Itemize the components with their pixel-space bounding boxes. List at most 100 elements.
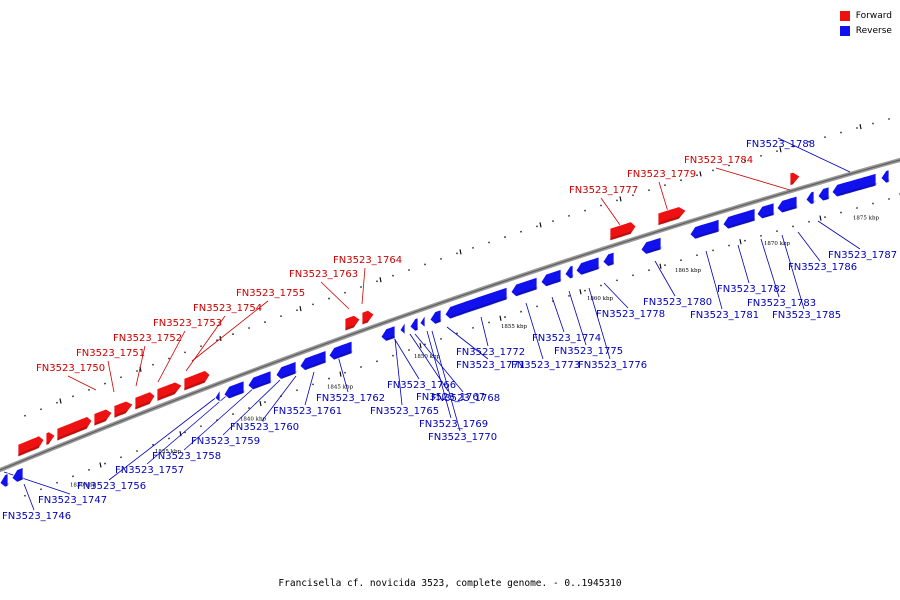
ruler-dot [312, 303, 314, 306]
forward-leader-line [107, 360, 115, 393]
reverse-leader-line [603, 282, 629, 309]
reverse-leader-line [781, 234, 805, 310]
forward-leader-line [658, 181, 670, 216]
ruler-dot [152, 443, 154, 446]
reverse-gene-arrow-shade [546, 278, 562, 287]
ruler-dot [504, 236, 506, 238]
ruler-dot [600, 204, 602, 207]
reverse-gene-arrow [510, 276, 538, 298]
scale-label: 1830 kbp [70, 482, 97, 488]
reverse-gene-arrow [564, 264, 574, 280]
reverse-gene-arrow-shade [728, 218, 755, 229]
forward-gene-label: FN3523_1754 [193, 303, 262, 314]
ruler-dot [776, 230, 778, 233]
reverse-gene-arrow-shade [581, 265, 601, 276]
ruler-tick [59, 398, 62, 404]
ruler-tick [779, 147, 782, 153]
ruler-dot [104, 462, 106, 465]
forward-leader-line [185, 315, 226, 372]
reverse-leader-line [777, 137, 851, 173]
reverse-gene-arrow-shade [5, 482, 10, 488]
ruler-ticks [24, 118, 900, 497]
reverse-gene-arrow [399, 320, 406, 336]
label-leader-lines [3, 137, 861, 511]
scale-label: 1870 kbp [764, 241, 791, 247]
ruler-dot [712, 249, 714, 252]
forward-leader-line [320, 281, 350, 310]
ruler-dot [168, 357, 170, 360]
ruler-dot [152, 363, 154, 366]
ruler-dot [760, 235, 762, 237]
ruler-dot [840, 131, 842, 134]
ruler-tick [739, 239, 742, 245]
strand-legend: Forward Reverse [839, 8, 892, 38]
ruler-tick [499, 315, 502, 321]
forward-gene-arrow-shade [345, 324, 355, 331]
reverse-leader-line [817, 220, 861, 250]
forward-gene-label: FN3523_1763 [289, 269, 358, 280]
ruler-dot [648, 269, 650, 272]
ruler-dot [440, 337, 442, 340]
reverse-gene-arrow [817, 186, 830, 202]
ruler-dot [344, 371, 346, 374]
ruler-dot [376, 360, 378, 363]
reverse-leader-line [337, 355, 349, 393]
ruler-dot [264, 401, 266, 403]
ruler-dot [280, 315, 282, 318]
ruler-dot [600, 284, 602, 287]
ruler-dot [888, 118, 890, 120]
reverse-gene-arrow [689, 218, 720, 240]
ruler-dot [424, 343, 426, 346]
ruler-dot [24, 494, 26, 497]
reverse-gene-arrow [380, 325, 396, 342]
ruler-dot [632, 274, 634, 277]
reverse-leader-line [393, 337, 420, 380]
reverse-leader-line [431, 330, 461, 432]
ruler-dot [872, 202, 874, 205]
reverse-gene-arrow-shade [229, 389, 246, 399]
ruler-tick [819, 215, 822, 221]
ruler-tick [419, 343, 422, 349]
reverse-gene-arrow-shade [886, 179, 890, 183]
ruler-dot [680, 179, 682, 182]
reverse-gene-arrow-shade [435, 318, 442, 325]
ruler-tick [339, 371, 342, 377]
reverse-gene-label: FN3523_1762 [316, 393, 385, 404]
ruler-tick [859, 124, 862, 130]
ruler-tick [659, 263, 662, 269]
ruler-dot [520, 230, 522, 233]
ruler-dot [520, 310, 522, 313]
forward-gene-arrow [56, 416, 93, 442]
forward-gene-arrow [344, 314, 361, 332]
forward-gene-label: FN3523_1753 [153, 318, 222, 329]
reverse-gene-arrow-shade [811, 200, 816, 205]
reverse-gene-arrow-shade [695, 228, 720, 240]
ruler-dot [696, 174, 698, 177]
scale-label: 1860 kbp [587, 296, 614, 302]
gene-arrows [0, 169, 890, 488]
reverse-leader-line [705, 250, 723, 310]
reverse-gene-arrow [756, 202, 775, 220]
reverse-gene-arrow-shade [646, 246, 663, 255]
forward-gene-arrow [113, 400, 134, 419]
ruler-dot [488, 321, 490, 324]
legend-reverse-label: Reverse [855, 25, 892, 36]
reverse-leader-line [568, 290, 587, 346]
ruler-dot [808, 140, 810, 143]
reverse-gene-label: FN3523_1765 [370, 406, 439, 417]
ruler-dot [584, 289, 586, 292]
reverse-gene-arrow-shade [305, 360, 326, 371]
reverse-leader-line [760, 238, 780, 298]
reverse-leader-line [304, 371, 315, 406]
reverse-gene-arrow-shade [17, 476, 24, 483]
forward-gene-arrow [93, 408, 113, 427]
gene-labels: FN3523_1750 FN3523_1751 FN3523_1752 FN3523_… [2, 139, 897, 522]
reverse-leader-line [183, 386, 256, 451]
ruler-dot [760, 155, 762, 157]
reverse-gene-label: FN3523_1756 [77, 481, 146, 492]
forward-swatch [839, 10, 850, 21]
forward-gene-arrow [17, 435, 45, 458]
forward-leader-line [715, 167, 791, 191]
reverse-gene-arrow [602, 251, 615, 267]
